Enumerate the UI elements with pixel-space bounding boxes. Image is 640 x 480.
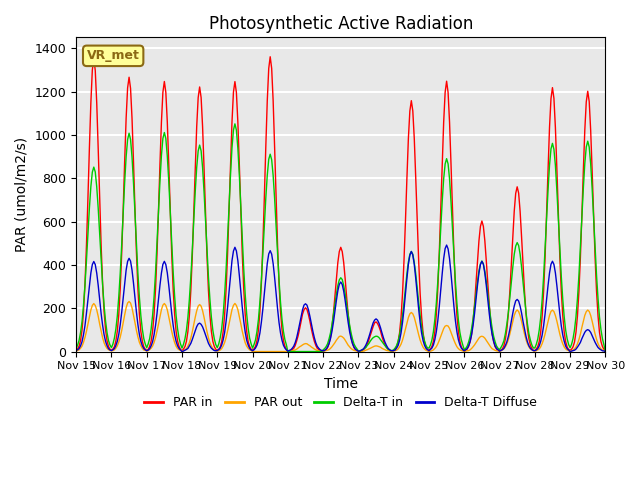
PAR in — [406, 108, 413, 114]
Delta-T in — [87, 184, 95, 190]
PAR out — [406, 311, 413, 317]
PAR out — [125, 299, 133, 304]
PAR out — [394, 346, 402, 352]
Delta-T Diffuse — [72, 348, 80, 353]
Delta-T Diffuse — [178, 348, 186, 354]
Delta-T Diffuse — [171, 332, 179, 337]
Line: PAR out: PAR out — [76, 301, 605, 351]
PAR in — [87, 100, 95, 106]
Delta-T Diffuse — [393, 345, 401, 351]
Delta-T Diffuse — [87, 270, 95, 276]
Legend: PAR in, PAR out, Delta-T in, Delta-T Diffuse: PAR in, PAR out, Delta-T in, Delta-T Dif… — [140, 391, 542, 414]
PAR in — [171, 312, 179, 317]
PAR in — [602, 348, 609, 354]
Delta-T in — [376, 337, 384, 343]
Y-axis label: PAR (umol/m2/s): PAR (umol/m2/s) — [15, 137, 29, 252]
PAR out — [376, 344, 384, 350]
X-axis label: Time: Time — [324, 377, 358, 391]
Delta-T Diffuse — [404, 262, 412, 267]
Delta-T in — [171, 293, 179, 299]
Line: Delta-T in: Delta-T in — [76, 124, 605, 351]
Line: PAR in: PAR in — [76, 57, 605, 351]
Delta-T Diffuse — [375, 320, 383, 326]
Delta-T in — [284, 348, 292, 354]
PAR in — [284, 348, 292, 354]
PAR out — [249, 348, 257, 354]
Delta-T in — [406, 252, 413, 257]
PAR in — [540, 288, 547, 294]
Text: VR_met: VR_met — [87, 49, 140, 62]
PAR out — [540, 336, 547, 342]
Delta-T Diffuse — [540, 323, 547, 328]
Delta-T in — [72, 346, 80, 351]
PAR in — [394, 339, 402, 345]
PAR in — [266, 54, 274, 60]
Delta-T in — [540, 273, 547, 279]
Delta-T Diffuse — [602, 348, 609, 354]
PAR in — [376, 328, 384, 334]
Delta-T in — [394, 338, 402, 344]
Line: Delta-T Diffuse: Delta-T Diffuse — [76, 245, 605, 351]
Delta-T in — [231, 121, 239, 127]
Delta-T Diffuse — [443, 242, 451, 248]
PAR out — [172, 343, 180, 349]
PAR out — [602, 348, 609, 354]
PAR out — [72, 348, 80, 354]
Title: Photosynthetic Active Radiation: Photosynthetic Active Radiation — [209, 15, 473, 33]
Delta-T in — [602, 348, 609, 354]
PAR out — [87, 307, 95, 313]
PAR in — [72, 348, 80, 353]
